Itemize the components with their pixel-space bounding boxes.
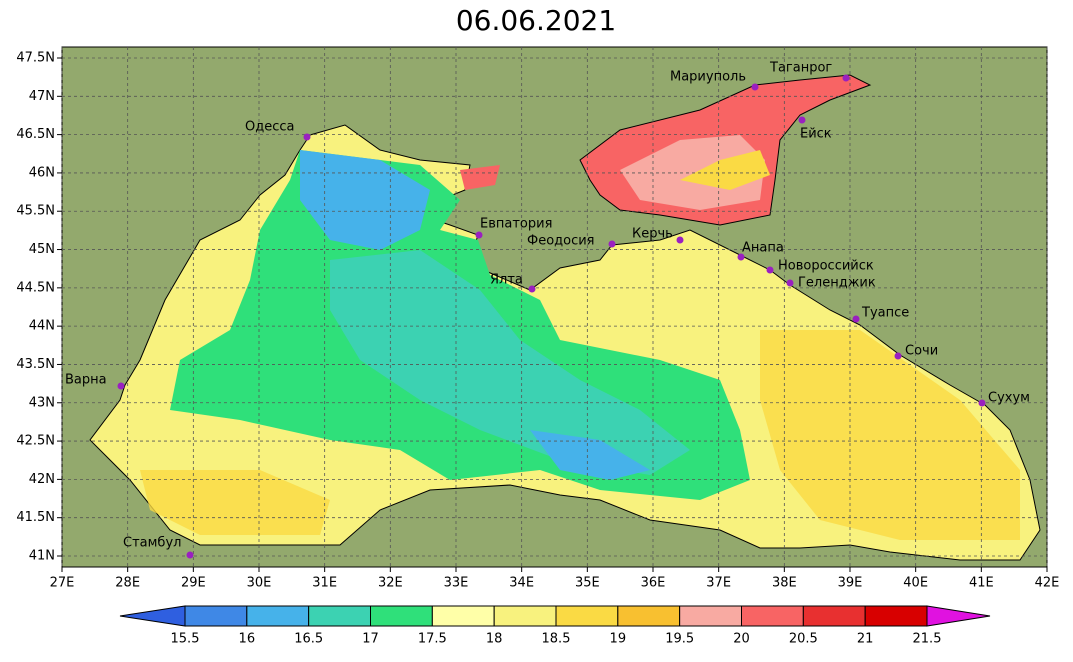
city-dot <box>798 116 806 124</box>
y-tick-label: 47N <box>29 89 55 104</box>
x-tick-label: 35E <box>575 576 600 591</box>
y-tick-label: 46.5N <box>16 127 55 142</box>
x-tick-label: 32E <box>378 576 403 591</box>
y-tick-label: 43N <box>29 395 55 410</box>
city-label: Туапсе <box>861 306 909 321</box>
y-tick-label: 42N <box>29 472 55 487</box>
y-tick-label: 47.5N <box>16 51 55 66</box>
x-tick-label: 28E <box>115 576 140 591</box>
city-dot <box>852 315 860 323</box>
x-tick-label: 37E <box>706 576 731 591</box>
colorbar-label: 16.5 <box>294 632 323 647</box>
city-label: Анапа <box>742 241 784 256</box>
colorbar-high <box>926 605 991 627</box>
colorbar-label: 17.5 <box>418 632 447 647</box>
azov-core <box>680 150 770 190</box>
y-tick-label: 41N <box>29 549 55 564</box>
colorbar-segment <box>617 605 681 627</box>
x-tick-label: 34E <box>509 576 534 591</box>
colorbar-segment <box>802 605 866 627</box>
colorbar-label: 19 <box>610 632 627 647</box>
city-dot <box>475 231 483 239</box>
y-tick-label: 44N <box>29 319 55 334</box>
x-tick-label: 27E <box>50 576 75 591</box>
colorbar-segment <box>493 605 557 627</box>
city-dot <box>117 382 125 390</box>
city-label: Новороссийск <box>778 259 874 274</box>
city-label: Евпатория <box>480 217 552 232</box>
city-label: Стамбул <box>123 536 181 551</box>
city-dot <box>186 551 194 559</box>
city-label: Мариуполь <box>670 70 746 85</box>
city-label: Ейск <box>800 127 832 142</box>
city-label: Сочи <box>905 344 938 359</box>
x-tick-label: 41E <box>969 576 994 591</box>
y-tick-label: 46N <box>29 165 55 180</box>
city-dot <box>608 240 616 248</box>
city-dot <box>751 83 759 91</box>
city-label: Керчь <box>632 227 673 242</box>
x-tick-label: 33E <box>444 576 469 591</box>
colorbar-segment <box>741 605 804 627</box>
x-tick-label: 36E <box>641 576 666 591</box>
title: 06.06.2021 <box>456 4 616 37</box>
y-tick-label: 41.5N <box>16 510 55 525</box>
x-tick-label: 31E <box>312 576 337 591</box>
city-dot <box>303 133 311 141</box>
city-label: Одесса <box>245 120 294 135</box>
cold-zone <box>300 150 650 480</box>
sivash <box>460 165 500 190</box>
colorbar-segment <box>246 605 310 627</box>
y-tick-label: 43.5N <box>16 357 55 372</box>
city-label: Сухум <box>988 391 1030 406</box>
x-tick-label: 40E <box>903 576 928 591</box>
colorbar-label: 20.5 <box>789 632 818 647</box>
colorbar-label: 17 <box>362 632 379 647</box>
colorbar-segment <box>431 605 495 627</box>
y-tick-label: 42.5N <box>16 434 55 449</box>
colorbar-segment <box>555 605 619 627</box>
y-tick-label: 45N <box>29 242 55 257</box>
city-dot <box>894 352 902 360</box>
colorbar-label: 18.5 <box>542 632 571 647</box>
colorbar-label: 19.5 <box>665 632 694 647</box>
colorbar-segment <box>184 605 248 627</box>
warm-zone <box>140 330 1020 540</box>
city-label: Ялта <box>490 273 523 288</box>
x-tick-label: 38E <box>772 576 797 591</box>
colorbar-label: 16 <box>239 632 256 647</box>
colorbar-label: 20 <box>733 632 750 647</box>
city-dot <box>842 74 850 82</box>
colorbar-segment <box>370 605 433 627</box>
x-tick-label: 42E <box>1035 576 1060 591</box>
city-dot <box>786 279 794 287</box>
colorbar-segment <box>864 605 928 627</box>
colorbar-segment <box>308 605 371 627</box>
colorbar-low <box>119 605 186 627</box>
city-label: Геленджик <box>798 276 876 291</box>
colorbar-label: 21 <box>857 632 874 647</box>
azov-inner <box>620 135 765 210</box>
colorbar-label: 15.5 <box>171 632 200 647</box>
x-tick-label: 30E <box>247 576 272 591</box>
x-tick-label: 39E <box>838 576 863 591</box>
x-tick-label: 29E <box>181 576 206 591</box>
colorbar-label: 21.5 <box>913 632 942 647</box>
city-label: Варна <box>65 373 107 388</box>
city-label: Таганрог <box>769 61 832 76</box>
city-dot <box>737 253 745 261</box>
mid-zone <box>330 250 690 475</box>
city-dot <box>676 236 684 244</box>
y-tick-label: 44.5N <box>16 280 55 295</box>
city-dot <box>528 285 536 293</box>
colorbar-label: 18 <box>486 632 503 647</box>
colorbar-segment <box>679 605 743 627</box>
y-tick-label: 45.5N <box>16 204 55 219</box>
map <box>62 47 1047 567</box>
city-dot <box>766 266 774 274</box>
city-dot <box>978 399 986 407</box>
city-label: Феодосия <box>527 234 595 249</box>
